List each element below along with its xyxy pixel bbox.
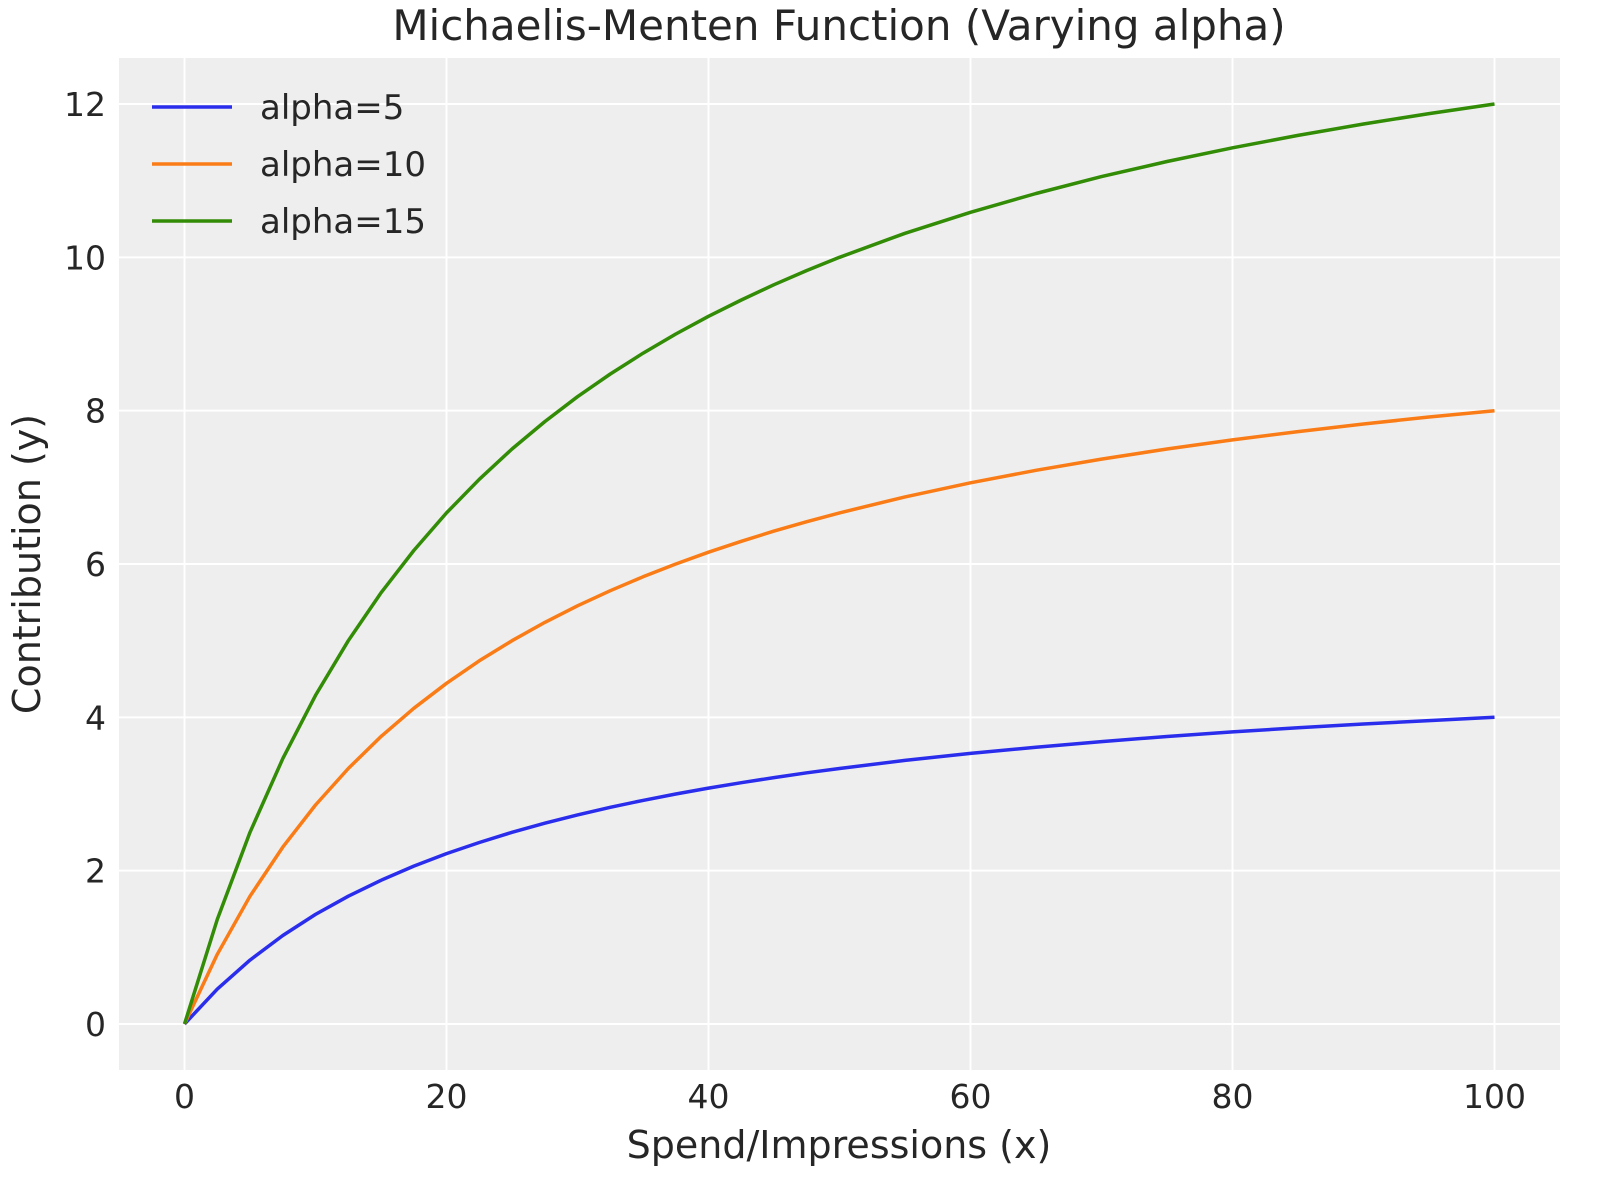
series-line-alpha-10: [182, 408, 1495, 1025]
y-tick-label: 0: [85, 1005, 106, 1044]
x-ticks: 0 20 40 60 80 100: [174, 1077, 1526, 1116]
x-tick-label: 100: [1463, 1077, 1526, 1116]
x-tick-label: 20: [426, 1077, 468, 1116]
x-tick-label: 0: [174, 1077, 195, 1116]
y-tick-label: 4: [85, 698, 106, 737]
y-tick-label: 6: [85, 545, 106, 584]
series-line-alpha-15: [182, 102, 1495, 1025]
y-ticks: 0 2 4 6 8 10 12: [64, 85, 106, 1044]
y-tick-label: 10: [64, 238, 106, 277]
legend-label: alpha=10: [260, 145, 426, 185]
y-tick-label: 8: [85, 392, 106, 431]
x-tick-label: 60: [950, 1077, 992, 1116]
y-tick-label: 12: [64, 85, 106, 124]
chart-title: Michaelis-Menten Function (Varying alpha…: [392, 1, 1285, 50]
y-tick-label: 2: [85, 852, 106, 891]
x-tick-label: 40: [688, 1077, 730, 1116]
y-axis-label: Contribution (y): [5, 414, 49, 714]
legend-label: alpha=15: [260, 202, 426, 242]
grid: [119, 58, 1560, 1070]
x-axis-label: Spend/Impressions (x): [627, 1123, 1052, 1167]
series-lines: [182, 102, 1495, 1026]
legend: alpha=5 alpha=10 alpha=15: [152, 88, 426, 242]
x-tick-label: 80: [1212, 1077, 1254, 1116]
series-line-alpha-5: [183, 715, 1495, 1026]
legend-label: alpha=5: [260, 88, 404, 128]
